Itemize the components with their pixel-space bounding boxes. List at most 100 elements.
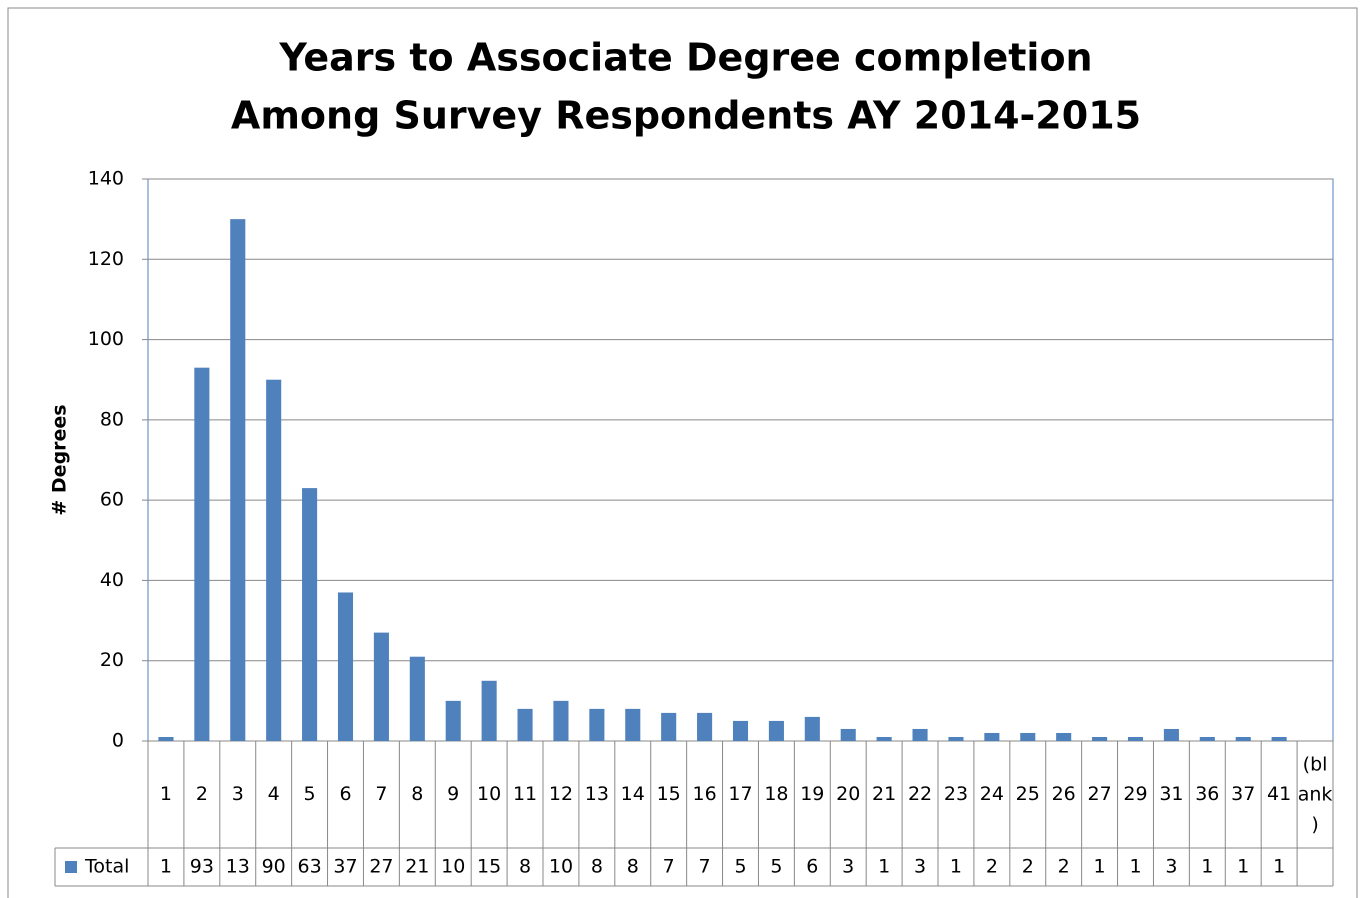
table-value: 1 (1201, 856, 1213, 878)
x-tick-label: 6 (339, 783, 351, 805)
bar (230, 219, 246, 742)
x-tick-label: 13 (585, 783, 609, 805)
x-tick-label: 31 (1159, 783, 1183, 805)
x-tick-label: 1 (160, 783, 172, 805)
x-tick-label: 16 (692, 783, 716, 805)
bar (1056, 732, 1072, 741)
bar (266, 379, 282, 741)
y-tick-label: 100 (88, 328, 124, 350)
x-tick-label: 2 (196, 783, 208, 805)
table-value: 10 (441, 856, 465, 878)
table-value: 1 (1094, 856, 1106, 878)
table-value: 3 (914, 856, 926, 878)
bar (481, 680, 497, 741)
y-tick-label: 80 (100, 408, 124, 430)
bar (1092, 736, 1108, 741)
table-value: 2 (1058, 856, 1070, 878)
bar (373, 632, 389, 741)
bar (337, 592, 354, 741)
bar (912, 728, 928, 741)
x-tick-label: 21 (872, 783, 896, 805)
bar (553, 700, 569, 741)
bar (1199, 736, 1215, 741)
bar (876, 736, 892, 741)
x-tick-label: 11 (513, 783, 537, 805)
y-tick-label: 60 (100, 489, 124, 511)
x-tick-label: 36 (1195, 783, 1219, 805)
y-tick-label: 140 (88, 168, 124, 190)
chart-frame (7, 7, 1358, 898)
bar (1271, 736, 1287, 741)
bar (409, 656, 425, 741)
bar (517, 708, 533, 741)
table-value: 1 (1273, 856, 1285, 878)
table-value: 10 (549, 856, 573, 878)
x-tick-label: 27 (1087, 783, 1111, 805)
x-tick-label: 26 (1052, 783, 1076, 805)
table-value: 8 (519, 856, 531, 878)
x-tick-label: 24 (980, 783, 1004, 805)
table-value: 3 (1165, 856, 1177, 878)
y-tick-label: 0 (112, 730, 124, 752)
table-value: 5 (770, 856, 782, 878)
bar (804, 716, 820, 741)
x-tick-label: 10 (477, 783, 501, 805)
x-tick-label: 25 (1016, 783, 1040, 805)
legend-label: Total (84, 856, 129, 878)
bar (840, 728, 856, 741)
table-value: 93 (190, 856, 214, 878)
table-value: 90 (262, 856, 286, 878)
table-value: 5 (734, 856, 746, 878)
bar (1127, 736, 1144, 741)
table-value: 1 (950, 856, 962, 878)
table-value: 1 (1129, 856, 1141, 878)
table-value: 8 (591, 856, 603, 878)
x-tick-label: 37 (1231, 783, 1255, 805)
bar (984, 732, 1000, 741)
table-value: 1 (160, 856, 172, 878)
x-tick-label: 20 (836, 783, 860, 805)
x-tick-label: (bl ank) (1298, 753, 1333, 835)
table-value: 7 (663, 856, 675, 878)
bar (948, 736, 964, 741)
bar (589, 708, 605, 741)
x-tick-label: 5 (304, 783, 316, 805)
table-value: 1 (878, 856, 890, 878)
bar (661, 712, 677, 741)
x-tick-label: 8 (411, 783, 423, 805)
legend-swatch (65, 861, 77, 873)
table-value: 3 (842, 856, 854, 878)
y-tick-label: 120 (88, 248, 124, 270)
table-value: 8 (627, 856, 639, 878)
x-tick-label: 9 (447, 783, 459, 805)
table-value: 2 (986, 856, 998, 878)
table-value: 2 (1022, 856, 1034, 878)
x-tick-label: 41 (1267, 783, 1291, 805)
table-value: 15 (477, 856, 501, 878)
bar (1235, 736, 1251, 741)
bar (1163, 728, 1179, 741)
x-tick-label: 3 (232, 783, 244, 805)
x-tick-label: 12 (549, 783, 573, 805)
y-tick-label: 40 (100, 569, 124, 591)
chart-title: Among Survey Respondents AY 2014-2015 (231, 94, 1141, 138)
x-tick-label: 22 (908, 783, 932, 805)
x-tick-label: 18 (764, 783, 788, 805)
y-axis-title: # Degrees (49, 404, 71, 515)
x-tick-label: 29 (1123, 783, 1147, 805)
x-tick-label: 23 (944, 783, 968, 805)
table-value: 27 (369, 856, 393, 878)
table-value: 7 (699, 856, 711, 878)
bar (158, 736, 174, 741)
bar (625, 708, 641, 741)
bar (1020, 732, 1036, 741)
table-value: 63 (297, 856, 321, 878)
table-value: 1 (1237, 856, 1249, 878)
x-tick-label: 15 (657, 783, 681, 805)
table-value: 21 (405, 856, 429, 878)
bar (732, 720, 749, 741)
x-tick-label: 7 (375, 783, 387, 805)
bar (697, 712, 713, 741)
x-tick-label: 4 (268, 783, 280, 805)
